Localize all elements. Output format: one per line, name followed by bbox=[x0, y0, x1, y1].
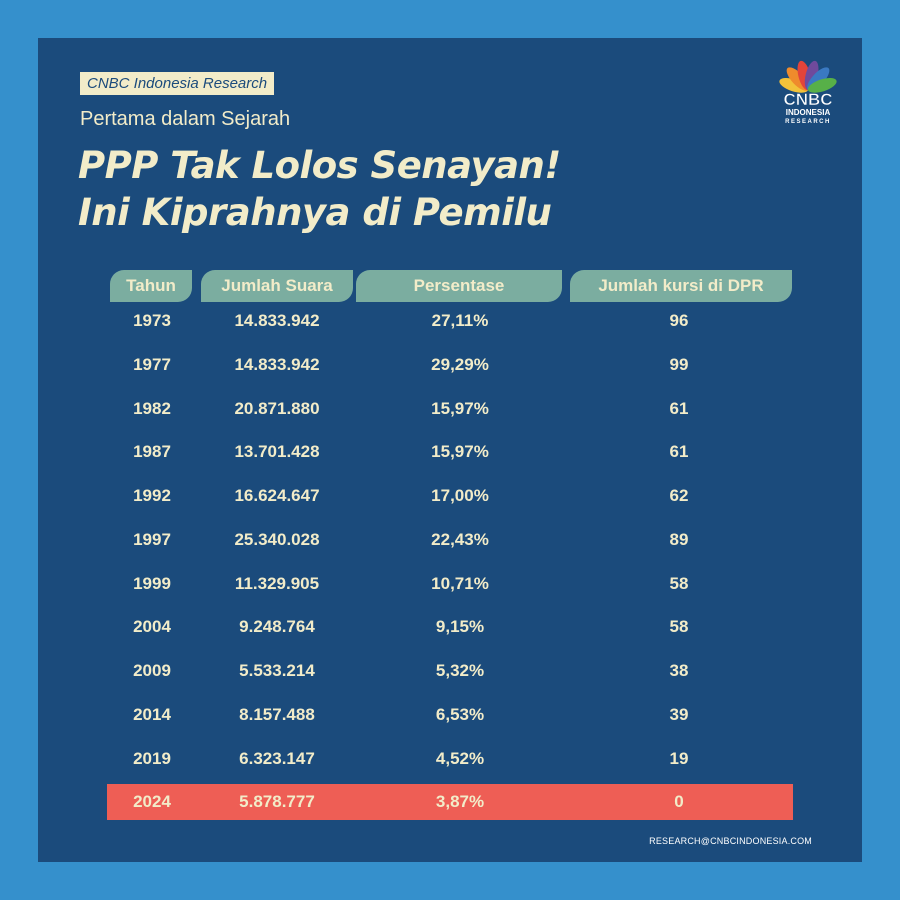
cell-percentage: 5,32% bbox=[435, 661, 485, 680]
cell-percentage: 15,97% bbox=[431, 398, 489, 418]
cell-seats: 89 bbox=[669, 529, 689, 549]
cell-year: 2014 bbox=[133, 704, 171, 724]
table-row: 1977 14.833.942 29,29% 99 bbox=[107, 347, 793, 383]
research-tag: CNBC Indonesia Research bbox=[80, 72, 275, 95]
table-row: 2009 5.533.214 5,32% 38 bbox=[107, 653, 793, 689]
cell-seats: 61 bbox=[669, 398, 689, 418]
cell-votes: 8.157.488 bbox=[239, 704, 315, 724]
cell-seats: 61 bbox=[669, 442, 689, 462]
cell-year: 1982 bbox=[133, 398, 171, 418]
cell-votes: 20.871.880 bbox=[234, 398, 320, 418]
cell-seats: 58 bbox=[669, 573, 689, 593]
cell-seats: 19 bbox=[669, 748, 689, 768]
cell-percentage: 9,15% bbox=[435, 617, 485, 637]
cell-percentage: 17,00% bbox=[431, 486, 489, 505]
cell-year: 2004 bbox=[133, 617, 171, 637]
cell-year: 1977 bbox=[133, 354, 171, 374]
title-line-2: Ini Kiprahnya di Pemilu bbox=[78, 191, 552, 234]
cell-votes: 11.329.905 bbox=[234, 573, 320, 593]
logo-text: CNBC bbox=[783, 90, 832, 109]
cell-votes: 16.624.647 bbox=[234, 486, 320, 505]
table-row: 1973 14.833.942 27,11% 96 bbox=[107, 303, 793, 339]
peacock-icon bbox=[779, 60, 837, 93]
cell-year: 1999 bbox=[133, 573, 171, 593]
table-row: 1997 25.340.028 22,43% 89 bbox=[107, 522, 793, 558]
title-line-1: PPP Tak Lolos Senayan! bbox=[78, 144, 561, 187]
cell-percentage: 15,97% bbox=[431, 442, 489, 462]
table-row: 1999 11.329.905 10,71% 58 bbox=[107, 566, 793, 602]
cell-seats: 62 bbox=[669, 486, 689, 505]
table-row: 1987 13.701.428 15,97% 61 bbox=[107, 434, 793, 470]
cell-seats: 39 bbox=[669, 704, 689, 724]
table-row: 1992 16.624.647 17,00% 62 bbox=[107, 478, 793, 514]
cell-seats: 38 bbox=[669, 661, 689, 680]
cell-percentage: 6,53% bbox=[435, 704, 485, 724]
cell-year: 2009 bbox=[133, 661, 171, 680]
cnbc-peacock-logo: CNBC INDONESIA RESEARCH bbox=[779, 60, 837, 125]
cell-votes: 5.878.777 bbox=[239, 792, 315, 812]
cell-year: 2019 bbox=[133, 748, 171, 768]
table-row: 1982 20.871.880 15,97% 61 bbox=[107, 391, 793, 427]
table-row: 2014 8.157.488 6,53% 39 bbox=[107, 697, 793, 733]
page-title: PPP Tak Lolos Senayan! Ini Kiprahnya di … bbox=[78, 142, 718, 236]
footer-email: RESEARCH@CNBCINDONESIA.COM bbox=[649, 836, 812, 846]
cell-votes: 5.533.214 bbox=[239, 661, 315, 680]
cell-percentage: 4,52% bbox=[435, 748, 485, 768]
cell-seats: 99 bbox=[669, 354, 689, 374]
cell-votes: 25.340.028 bbox=[234, 529, 320, 549]
petal-6 bbox=[807, 78, 837, 93]
cell-votes: 14.833.942 bbox=[234, 311, 320, 330]
cell-year: 1992 bbox=[133, 486, 171, 505]
cell-percentage: 10,71% bbox=[431, 573, 489, 593]
infographic-panel: CNBC Indonesia Research Pertama dalam Se… bbox=[38, 38, 862, 862]
logo-subtext: INDONESIA bbox=[786, 108, 831, 117]
cell-percentage: 29,29% bbox=[431, 354, 489, 374]
cell-seats: 58 bbox=[669, 617, 689, 637]
cell-votes: 13.701.428 bbox=[234, 442, 320, 462]
column-header-seats: Jumlah kursi di DPR bbox=[570, 270, 792, 302]
cell-year: 2024 bbox=[133, 792, 171, 812]
table-row: 2019 6.323.147 4,52% 19 bbox=[107, 741, 793, 777]
cell-year: 1973 bbox=[133, 311, 171, 330]
table-row-highlighted: 2024 5.878.777 3,87% 0 bbox=[107, 784, 793, 821]
cell-percentage: 27,11% bbox=[431, 311, 489, 330]
cell-year: 1987 bbox=[133, 442, 171, 462]
subtitle: Pertama dalam Sejarah bbox=[80, 108, 291, 130]
cell-percentage: 22,43% bbox=[431, 529, 489, 549]
table-row: 2004 9.248.764 9,15% 58 bbox=[107, 609, 793, 645]
column-header-votes: Jumlah Suara bbox=[201, 270, 353, 302]
cell-votes: 9.248.764 bbox=[239, 617, 315, 637]
cell-votes: 14.833.942 bbox=[234, 354, 320, 374]
cell-percentage: 3,87% bbox=[435, 792, 485, 812]
cell-votes: 6.323.147 bbox=[239, 748, 315, 768]
cell-seats: 0 bbox=[674, 792, 684, 812]
column-header-year: Tahun bbox=[110, 270, 192, 302]
column-header-percentage: Persentase bbox=[356, 270, 562, 302]
logo-research-text: RESEARCH bbox=[785, 119, 831, 125]
cell-year: 1997 bbox=[133, 529, 171, 549]
cell-seats: 96 bbox=[669, 311, 689, 330]
